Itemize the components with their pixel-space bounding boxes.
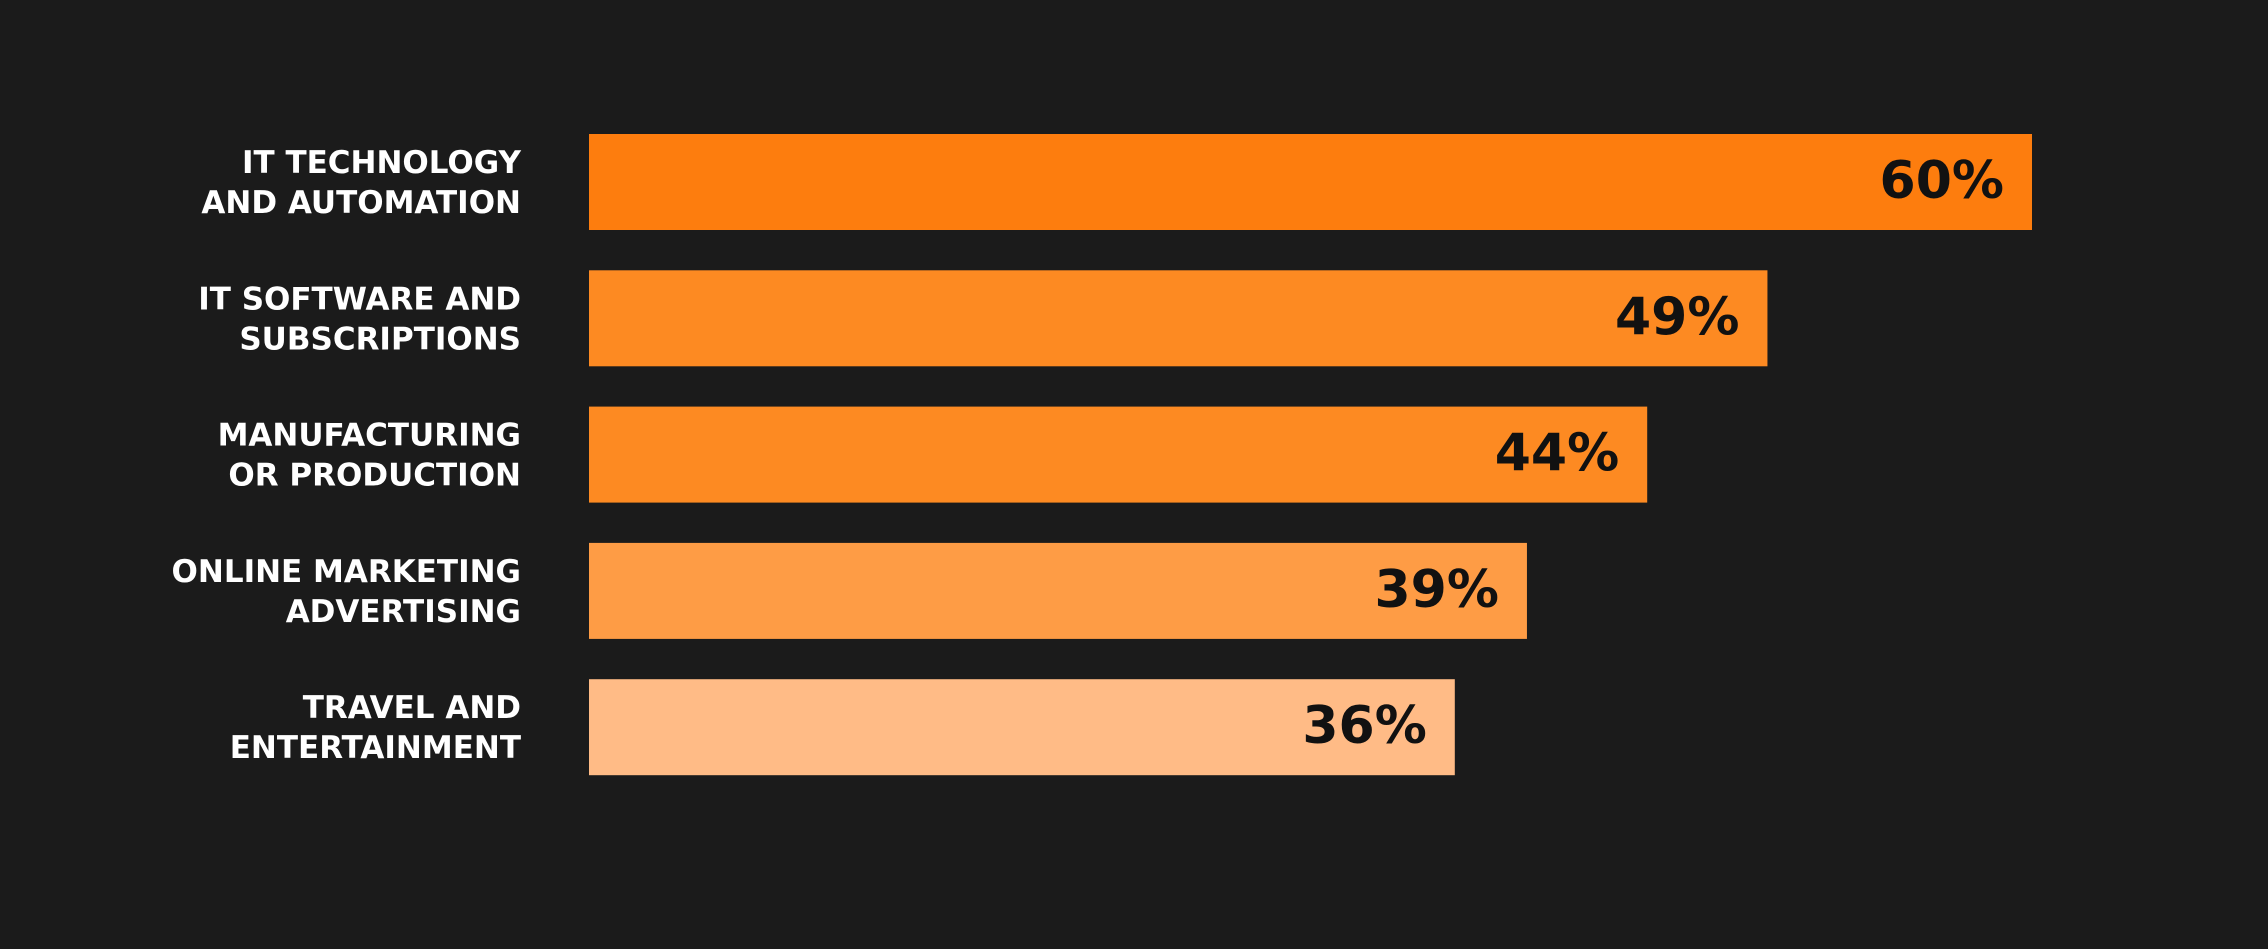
category-label: TRAVEL AND ENTERTAINMENT — [230, 690, 521, 766]
category-line: MANUFACTURING — [218, 418, 521, 454]
category-label: MANUFACTURING OR PRODUCTION — [218, 418, 521, 494]
category-label: IT TECHNOLOGY AND AUTOMATION — [201, 145, 521, 221]
bar — [589, 679, 1455, 776]
bar — [589, 542, 1527, 639]
category-line: IT SOFTWARE AND — [198, 281, 521, 317]
category-line: IT TECHNOLOGY — [242, 145, 522, 181]
category-label: ONLINE MARKETING ADVERTISING — [172, 554, 521, 630]
bar — [589, 270, 1768, 367]
bar — [589, 406, 1648, 503]
value-label: 60% — [1880, 151, 2004, 211]
category-line: ONLINE MARKETING — [172, 554, 521, 590]
value-label: 36% — [1302, 696, 1426, 756]
category-line: ENTERTAINMENT — [230, 730, 521, 766]
category-label: IT SOFTWARE AND SUBSCRIPTIONS — [198, 281, 521, 357]
category-line: SUBSCRIPTIONS — [239, 321, 521, 357]
bar — [589, 134, 2032, 230]
value-label: 44% — [1495, 424, 1619, 484]
category-line: ADVERTISING — [286, 594, 521, 630]
category-line: OR PRODUCTION — [228, 458, 521, 494]
category-line: TRAVEL AND — [303, 690, 521, 726]
value-label: 49% — [1615, 287, 1739, 347]
value-label: 39% — [1374, 560, 1498, 620]
category-line: AND AUTOMATION — [201, 185, 521, 221]
